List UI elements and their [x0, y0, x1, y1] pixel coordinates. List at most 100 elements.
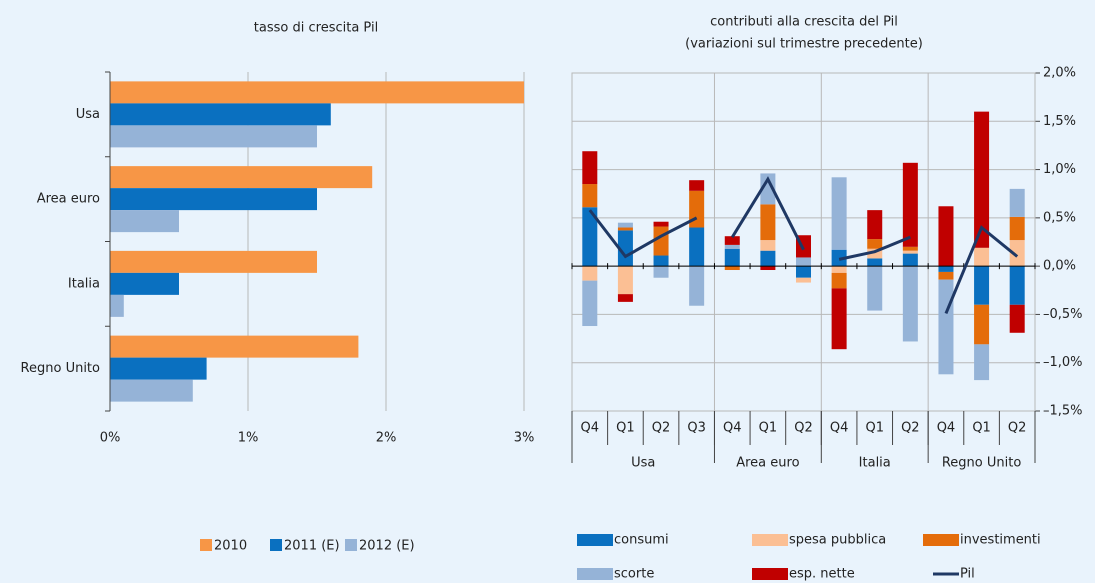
bar: [110, 294, 124, 317]
legend-swatch: [270, 539, 282, 551]
bar-segment: [617, 227, 633, 231]
bar-segment: [902, 253, 918, 267]
legend-label: investimenti: [960, 533, 1041, 548]
legend-label: spesa pubblica: [789, 533, 886, 548]
bar-segment: [617, 294, 633, 302]
bar-segment: [1009, 188, 1025, 217]
bar-segment: [653, 221, 669, 227]
y-tick-label: Regno Unito: [21, 361, 100, 376]
bar-segment: [867, 258, 883, 267]
bar-segment: [938, 271, 954, 280]
bar-segment: [689, 266, 705, 306]
bar: [110, 379, 193, 402]
x-tick-label: 1%: [238, 431, 259, 446]
x-tick-label: Q2: [652, 421, 671, 436]
bar-segment: [831, 288, 847, 350]
bar: [110, 357, 207, 380]
bar-segment: [582, 184, 598, 208]
bar-segment: [974, 111, 990, 248]
legend-swatch: [577, 534, 613, 546]
y-tick-label: 1,0%: [1043, 162, 1076, 177]
bar-segment: [617, 222, 633, 228]
group-label: Usa: [631, 456, 655, 471]
legend-swatch: [752, 568, 788, 580]
bar-segment: [617, 266, 633, 295]
bar-segment: [974, 344, 990, 381]
bar-segment: [724, 248, 740, 267]
bar-segment: [831, 272, 847, 289]
legend-swatch: [923, 534, 959, 546]
legend-label: esp. nette: [789, 567, 855, 582]
bar-segment: [867, 210, 883, 240]
bar-segment: [760, 250, 776, 267]
group-label: Area euro: [736, 456, 799, 471]
bar-segment: [760, 204, 776, 241]
bar-segment: [724, 266, 740, 271]
bar-segment: [831, 177, 847, 250]
bar-segment: [617, 230, 633, 267]
y-tick-label: –1,5%: [1043, 404, 1083, 419]
x-tick-label: Q1: [972, 421, 991, 436]
bar-segment: [724, 244, 740, 249]
bar-segment: [1009, 266, 1025, 305]
bar: [110, 188, 317, 211]
bar-segment: [653, 226, 669, 256]
bar-segment: [653, 255, 669, 267]
y-tick-label: –1,0%: [1043, 355, 1083, 370]
legend-label: scorte: [614, 567, 654, 582]
bar-segment: [760, 266, 776, 271]
legend-swatch: [752, 534, 788, 546]
y-tick-label: Italia: [68, 276, 100, 291]
group-label: Italia: [859, 456, 891, 471]
legend-label: consumi: [614, 533, 669, 548]
bar-segment: [938, 206, 954, 267]
bar-segment: [902, 250, 918, 254]
line: [838, 235, 911, 261]
bar-segment: [796, 277, 811, 283]
bar-segment: [1009, 240, 1025, 267]
bar-segment: [724, 236, 740, 245]
bar: [110, 103, 331, 126]
bar-segment: [582, 207, 598, 267]
chart-title: contributi alla crescita del Pil: [710, 15, 898, 30]
y-tick-label: Usa: [76, 107, 100, 122]
bar: [110, 166, 373, 189]
bar: [110, 272, 179, 295]
legend-label: Pil: [960, 567, 975, 582]
bar-segment: [796, 266, 811, 278]
bar: [110, 335, 359, 358]
bar-segment: [974, 247, 990, 267]
legend-label: 2011 (E): [284, 539, 340, 554]
x-tick-label: Q4: [581, 421, 600, 436]
x-tick-label: Q4: [723, 421, 742, 436]
x-tick-label: Q2: [1008, 421, 1027, 436]
x-tick-label: Q1: [759, 421, 778, 436]
bar-segment: [760, 173, 776, 205]
x-tick-label: Q1: [616, 421, 635, 436]
bar-segment: [689, 180, 705, 191]
line: [944, 225, 1019, 315]
bar-segment: [902, 266, 918, 342]
x-tick-label: 0%: [100, 431, 121, 446]
legend-swatch: [577, 568, 613, 580]
group-label: Regno Unito: [942, 456, 1021, 471]
bar-segment: [689, 227, 705, 267]
bar-segment: [582, 280, 598, 327]
bar-segment: [1009, 304, 1025, 333]
line: [588, 209, 698, 259]
legend-swatch: [345, 539, 357, 551]
bar: [110, 250, 317, 273]
bar-segment: [582, 266, 598, 281]
y-tick-label: 1,5%: [1043, 114, 1076, 129]
line: [730, 176, 805, 251]
bar-segment: [867, 239, 883, 249]
x-tick-label: Q3: [687, 421, 706, 436]
x-tick-label: Q4: [937, 421, 956, 436]
bar: [110, 81, 524, 104]
bar-segment: [902, 246, 918, 251]
chart-title: tasso di crescita Pil: [254, 21, 378, 36]
bar-segment: [974, 304, 990, 345]
bar-segment: [831, 266, 847, 273]
y-tick-label: Area euro: [37, 192, 100, 207]
